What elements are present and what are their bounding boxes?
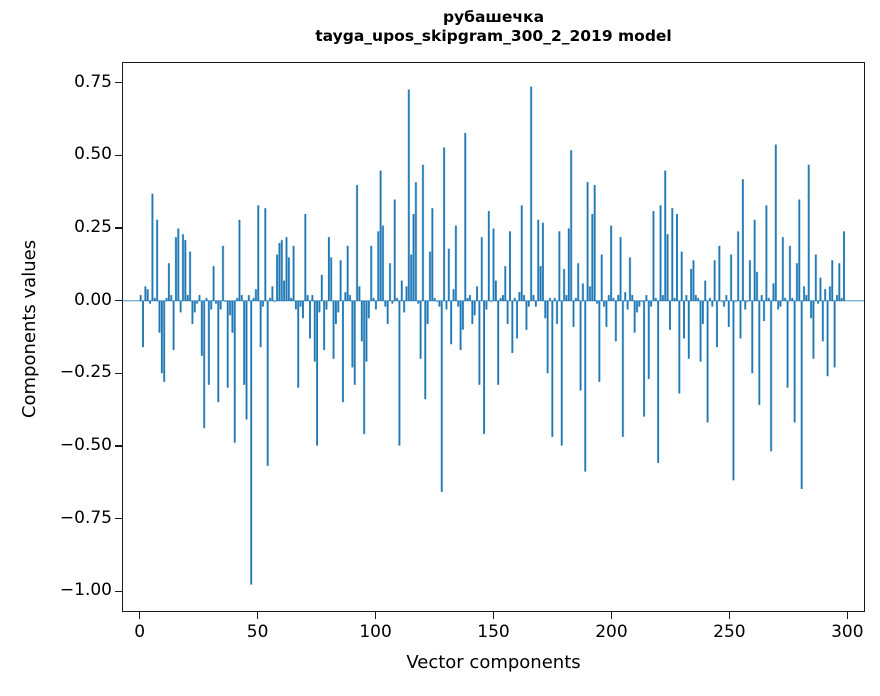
x-tick-label: 0 [134, 622, 146, 642]
x-tick-mark [138, 612, 141, 619]
y-tick-mark [115, 590, 122, 592]
plot-axes [122, 62, 865, 612]
y-axis-tick-marks [0, 62, 122, 612]
y-tick-label: −0.50 [59, 434, 112, 455]
x-axis-tick-labels: 0 50 100 150 200 250 300 [122, 622, 865, 646]
x-tick-mark [728, 612, 731, 619]
y-tick-label: −1.00 [59, 580, 112, 601]
bar-series-canvas [123, 63, 864, 611]
x-tick-mark [256, 612, 259, 619]
x-tick-label: 300 [831, 622, 864, 642]
x-axis-label: Vector components [406, 652, 581, 673]
y-tick-label: −0.25 [59, 362, 112, 383]
y-tick-mark [115, 82, 122, 84]
x-tick-label: 50 [246, 622, 269, 642]
x-tick-mark [846, 612, 848, 619]
y-axis-tick-labels: 0.75 0.50 0.25 0.00 −0.25 −0.50 −0.75 −1.00 [0, 62, 112, 612]
y-tick-label: 0.50 [74, 144, 112, 165]
x-tick-mark [610, 612, 613, 619]
x-tick-label: 100 [359, 622, 392, 642]
y-tick-label: 0.25 [74, 217, 112, 238]
y-tick-mark [115, 154, 122, 157]
x-tick-label: 250 [713, 622, 746, 642]
y-tick-label: −0.75 [59, 507, 112, 528]
chart-title-line-1: рубашечка [442, 8, 545, 26]
chart-title: рубашечка tayga_upos_skipgram_300_2_2019… [122, 8, 865, 46]
y-tick-label: 0.00 [74, 289, 112, 310]
y-tick-mark [115, 299, 122, 302]
x-tick-label: 150 [477, 622, 510, 642]
x-axis-tick-marks [122, 612, 865, 620]
chart-title-line-2: tayga_upos_skipgram_300_2_2019 model [315, 27, 672, 45]
x-tick-mark [492, 612, 495, 619]
y-axis-label: Components values [19, 239, 40, 419]
y-tick-mark [115, 372, 122, 374]
x-tick-label: 200 [595, 622, 628, 642]
y-tick-mark [115, 445, 122, 447]
y-tick-label: 0.75 [74, 71, 112, 92]
x-tick-mark [374, 612, 377, 619]
y-tick-mark [115, 227, 122, 229]
y-tick-mark [115, 517, 122, 520]
